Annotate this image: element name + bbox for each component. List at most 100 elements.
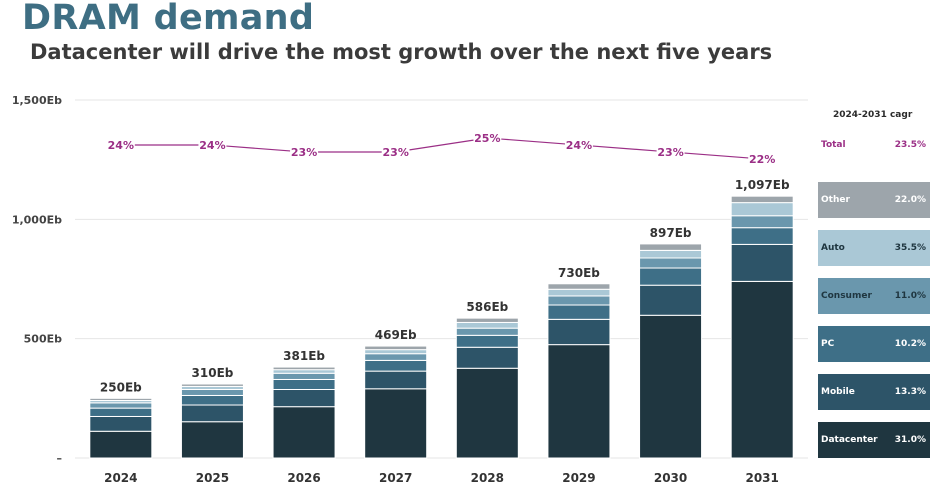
bar-segment <box>639 243 703 251</box>
cagr-total-value: 23.5% <box>894 140 926 150</box>
legend-entry-cagr: 11.0% <box>894 291 926 301</box>
bar-segment <box>547 283 611 290</box>
bar-total-label: 310Eb <box>192 366 234 380</box>
bar-segment <box>455 367 519 459</box>
cagr-heading: 2024-2031 cagr <box>833 110 913 120</box>
legend-entry-cagr: 35.5% <box>894 243 926 253</box>
bar-total-label: 381Eb <box>283 349 325 363</box>
bar-segment <box>730 227 794 245</box>
growth-line-segment <box>592 145 657 152</box>
legend-entry-datacenter: Datacenter 31.0% <box>818 422 930 458</box>
bar-segment <box>364 388 428 459</box>
bar-segment <box>180 394 244 406</box>
bar-segment <box>455 327 519 336</box>
legend-entry-cagr: 13.3% <box>894 387 926 397</box>
bar-segment <box>180 383 244 387</box>
growth-label: 23% <box>383 146 409 159</box>
bar-segment <box>547 295 611 306</box>
legend-entry-name: Auto <box>821 243 845 253</box>
cagr-total-row: Total 23.5% <box>818 140 930 150</box>
bar-segment <box>730 202 794 217</box>
legend-entry-name: Mobile <box>821 387 855 397</box>
bar-segment <box>639 249 703 259</box>
x-tick-label: 2026 <box>287 471 320 485</box>
x-tick-label: 2028 <box>471 471 504 485</box>
bar-segment <box>364 359 428 372</box>
bar-total-label: 897Eb <box>650 226 692 240</box>
growth-label: 25% <box>474 132 500 145</box>
bar-segment <box>272 406 336 459</box>
legend-entry-mobile: Mobile 13.3% <box>818 374 930 410</box>
bar-segment <box>730 243 794 282</box>
legend-entry-cagr: 22.0% <box>894 195 926 205</box>
growth-label: 23% <box>291 146 317 159</box>
legend-entry-consumer: Consumer 11.0% <box>818 278 930 314</box>
bar-segment <box>455 321 519 329</box>
legend-entry-other: Other 22.0% <box>818 182 930 218</box>
bar-total-label: 469Eb <box>375 328 417 342</box>
bar-segment <box>730 195 794 204</box>
y-tick-label: 500Eb <box>24 333 62 346</box>
bar-total-label: 250Eb <box>100 380 142 394</box>
bar-segment <box>547 318 611 346</box>
y-tick-label: – <box>57 452 63 465</box>
bar-segment <box>730 215 794 229</box>
bar-segment <box>364 345 428 351</box>
x-tick-label: 2029 <box>562 471 595 485</box>
growth-line-segment <box>684 152 749 159</box>
bar-segment <box>89 397 153 401</box>
bar-segment <box>730 280 794 459</box>
bar-segment <box>455 346 519 369</box>
bar-segment <box>89 407 153 417</box>
legend-entry-auto: Auto 35.5% <box>818 230 930 266</box>
legend-entry-name: Datacenter <box>821 435 878 445</box>
bar-segment <box>89 415 153 432</box>
bar-total-label: 730Eb <box>558 266 600 280</box>
growth-label: 24% <box>199 139 225 152</box>
legend-entry-name: Other <box>821 195 850 205</box>
bar-segment <box>364 370 428 390</box>
growth-label: 23% <box>657 146 683 159</box>
chart-subtitle: Datacenter will drive the most growth ov… <box>30 40 773 64</box>
bar-segment <box>364 349 428 355</box>
legend-entry-pc: PC 10.2% <box>818 326 930 362</box>
legend-entry-name: Consumer <box>821 291 872 301</box>
x-tick-label: 2030 <box>654 471 687 485</box>
bar-segment <box>639 284 703 316</box>
bar-segment <box>364 353 428 361</box>
bar-segment <box>639 267 703 286</box>
growth-line-segment <box>409 139 474 151</box>
growth-label: 24% <box>566 139 592 152</box>
growth-line-segment <box>226 145 291 152</box>
growth-label: 24% <box>108 139 134 152</box>
bar-segment <box>272 372 336 380</box>
bar-segment <box>89 430 153 459</box>
bar-segment <box>180 389 244 396</box>
bar-segment <box>455 317 519 323</box>
legend-entry-cagr: 31.0% <box>894 435 926 445</box>
bar-segment <box>272 369 336 374</box>
bar-segment <box>180 421 244 459</box>
legend-entry-name: PC <box>821 339 835 349</box>
bar-segment <box>547 288 611 297</box>
legend-entry-cagr: 10.2% <box>894 339 926 349</box>
chart-title: DRAM demand <box>22 0 315 38</box>
bar-segment <box>272 366 336 371</box>
bar-total-label: 586Eb <box>466 300 508 314</box>
bar-segment <box>639 257 703 269</box>
bar-segment <box>547 304 611 320</box>
cagr-total-label: Total <box>821 140 846 150</box>
x-tick-label: 2027 <box>379 471 412 485</box>
x-tick-label: 2025 <box>196 471 229 485</box>
bar-segment <box>455 334 519 348</box>
bar-segment <box>272 389 336 408</box>
bar-segment <box>180 404 244 423</box>
x-tick-label: 2024 <box>104 471 137 485</box>
bar-segment <box>89 402 153 409</box>
y-tick-label: 1,000Eb <box>12 213 62 226</box>
growth-line-segment <box>501 138 566 145</box>
x-tick-label: 2031 <box>745 471 778 485</box>
bar-segment <box>547 344 611 459</box>
growth-label: 22% <box>749 153 775 166</box>
